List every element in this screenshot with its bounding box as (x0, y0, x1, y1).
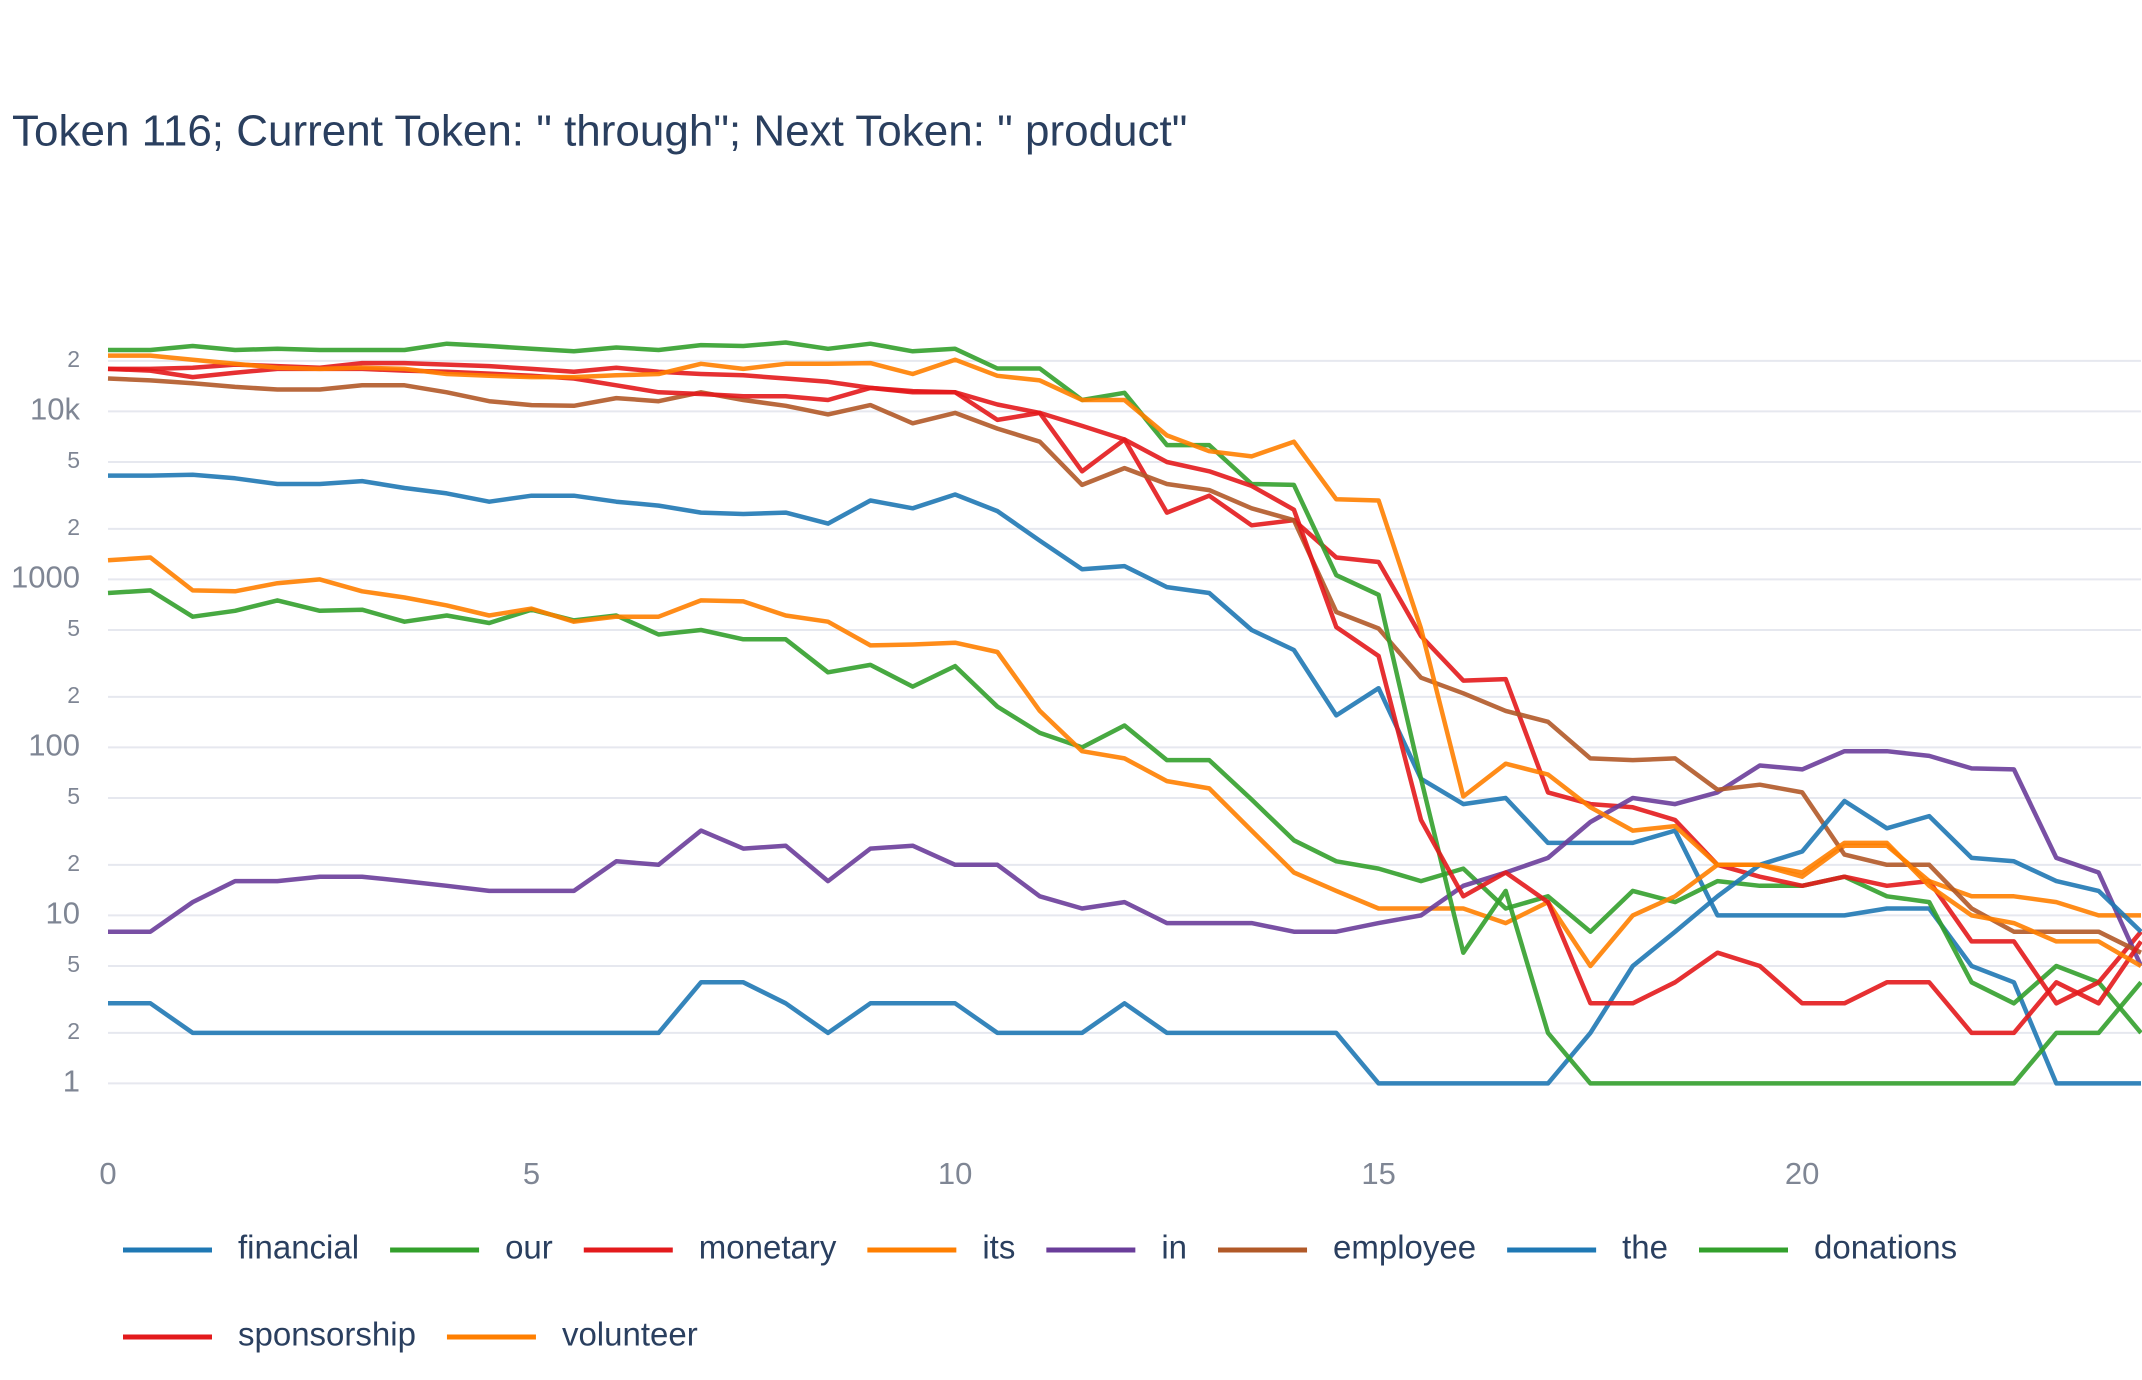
y-tick-label: 2 (67, 346, 80, 372)
legend-label: in (1161, 1229, 1187, 1266)
legend-label: employee (1333, 1229, 1476, 1266)
legend-item: our (390, 1229, 553, 1266)
y-tick-label: 5 (67, 447, 80, 473)
series-line (108, 360, 2142, 1006)
legend-item: volunteer (446, 1316, 698, 1353)
legend-label: donations (1814, 1229, 1957, 1266)
series-line (107, 376, 2142, 955)
y-tick-label: 5 (67, 951, 80, 977)
series-line (108, 748, 2142, 967)
legend-item: donations (1699, 1229, 1957, 1266)
series-line (108, 340, 2142, 1086)
y-tick-label: 5 (67, 615, 80, 641)
y-tick-label: 2 (67, 682, 80, 708)
x-tick-label: 10 (938, 1156, 972, 1191)
legend-label: monetary (699, 1229, 837, 1266)
legend-label: sponsorship (238, 1316, 416, 1353)
legend-item: employee (1218, 1229, 1476, 1266)
lines (107, 340, 2142, 1086)
series-line (108, 353, 2142, 968)
y-tick-label: 5 (67, 783, 80, 809)
legend-item: its (867, 1229, 1015, 1266)
series-line (107, 555, 2141, 969)
y-tick-label: 2 (67, 1018, 80, 1044)
legend-label: our (505, 1229, 553, 1266)
y-tick-label: 2 (67, 514, 80, 540)
series-line (108, 472, 2141, 1086)
x-tick-label: 20 (1785, 1156, 1819, 1191)
legend-item: in (1046, 1229, 1187, 1266)
chart-title: Token 116; Current Token: " through"; Ne… (12, 107, 1187, 156)
legend-item: financial (123, 1229, 359, 1266)
y-tick-label: 2 (67, 850, 80, 876)
x-tick-label: 15 (1361, 1156, 1395, 1191)
y-tick-label: 10 (46, 896, 80, 931)
legend-label: financial (238, 1229, 359, 1266)
x-tick-label: 5 (523, 1156, 540, 1191)
legend-item: sponsorship (123, 1316, 416, 1353)
grid (108, 359, 2141, 1085)
y-tick-label: 1000 (11, 560, 80, 595)
legend-item: monetary (583, 1229, 837, 1266)
legend-item: the (1507, 1229, 1668, 1266)
x-tick-label: 0 (99, 1156, 116, 1191)
series-line (108, 798, 2142, 1086)
legend-label: volunteer (562, 1316, 698, 1353)
legend-label: its (982, 1229, 1015, 1266)
y-tick-label: 100 (28, 728, 80, 763)
y-tick-label: 1 (63, 1064, 80, 1099)
legend-label: the (1622, 1229, 1668, 1266)
y-tick-label: 10k (30, 392, 80, 427)
